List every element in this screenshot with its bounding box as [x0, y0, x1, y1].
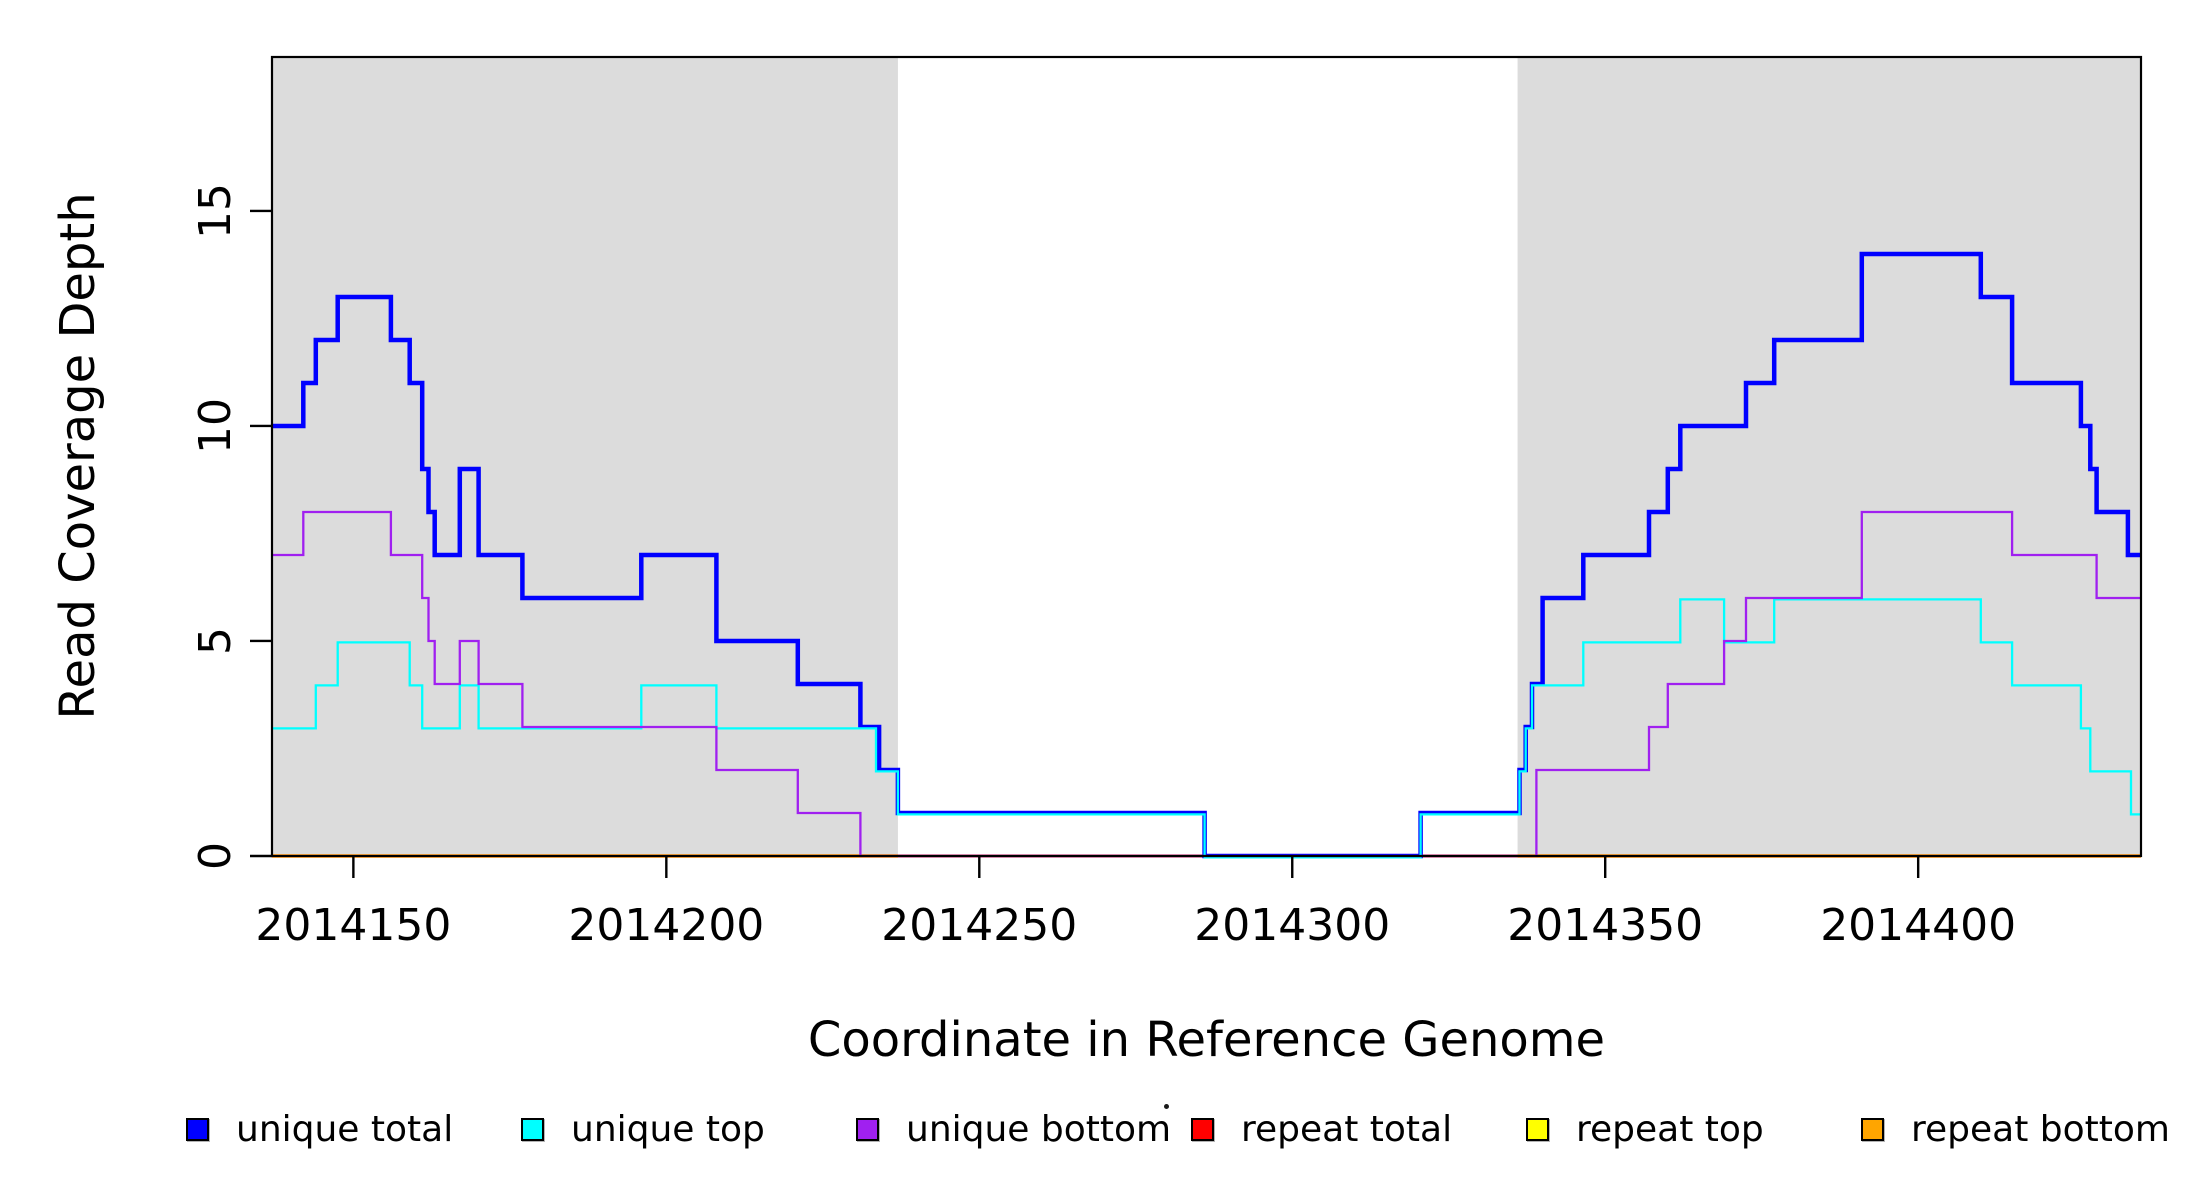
- legend-label: unique total: [236, 1108, 454, 1150]
- x-tick-label: 2014200: [568, 900, 764, 951]
- stray-dot: [1164, 1104, 1169, 1109]
- legend-item-unique-total: unique total: [186, 1109, 453, 1150]
- x-tick-label: 2014300: [1194, 900, 1390, 951]
- x-axis-title: Coordinate in Reference Genome: [807, 1012, 1606, 1068]
- legend-label: repeat total: [1241, 1108, 1453, 1150]
- legend-item-unique-top: unique top: [521, 1109, 765, 1150]
- legend-label: repeat top: [1576, 1108, 1764, 1150]
- x-tick-label: 2014250: [881, 900, 1077, 951]
- legend-swatch-repeat-top: [1526, 1117, 1549, 1141]
- plot-border: [270, 55, 2143, 858]
- repeat-region-right-shade: [1517, 57, 2141, 856]
- repeat-region-left-shade: [272, 57, 898, 856]
- series-unique-bottom: [272, 510, 2141, 858]
- legend-item-repeat-bottom: repeat bottom: [1861, 1109, 2170, 1150]
- legend-item-unique-bottom: unique bottom: [856, 1109, 1171, 1150]
- legend-swatch-unique-top: [521, 1117, 544, 1141]
- legend-item-repeat-total: repeat total: [1191, 1109, 1452, 1150]
- y-tick-label: 15: [190, 183, 241, 239]
- x-tick-label: 2014150: [255, 900, 451, 951]
- legend-swatch-repeat-total: [1191, 1117, 1214, 1141]
- legend-label: repeat bottom: [1911, 1108, 2170, 1150]
- series-unique-top: [272, 598, 2141, 859]
- legend-swatch-repeat-bottom: [1861, 1117, 1884, 1141]
- y-tick-label: 10: [190, 398, 241, 454]
- legend-swatch-unique-total: [186, 1117, 209, 1141]
- x-tick-label: 2014400: [1820, 900, 2016, 951]
- y-tick-label: 5: [190, 627, 241, 655]
- legend-label: unique bottom: [906, 1108, 1172, 1150]
- x-tick-label: 2014350: [1507, 900, 1703, 951]
- legend-swatch-unique-bottom: [856, 1117, 879, 1141]
- legend-label: unique top: [571, 1108, 765, 1150]
- y-tick-label: 0: [190, 842, 241, 870]
- y-axis-title: Read Coverage Depth: [50, 192, 106, 720]
- legend-item-repeat-top: repeat top: [1526, 1109, 1764, 1150]
